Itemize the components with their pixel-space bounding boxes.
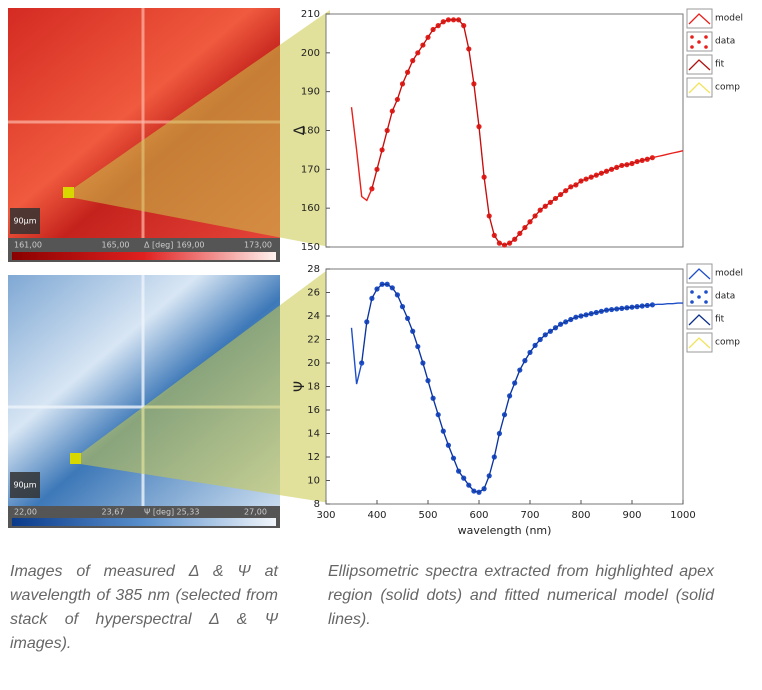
y-tick-label: 160	[301, 203, 320, 214]
legend-line	[688, 268, 711, 280]
legend-label: data	[715, 292, 735, 302]
colorbar-label: 169,00	[177, 241, 205, 250]
legend-label: comp	[715, 83, 740, 93]
y-tick-label: 12	[307, 452, 320, 463]
plot-area	[325, 268, 684, 505]
legend-label: model	[715, 14, 743, 24]
colorbar-label: 27,00	[244, 508, 267, 517]
x-tick-label: 500	[418, 510, 437, 521]
legend-item: model	[686, 8, 743, 29]
legend-dot	[704, 35, 708, 39]
legend-label: model	[715, 269, 743, 279]
legend-dot	[690, 45, 694, 49]
data-point	[649, 155, 656, 161]
scale-bar-label: 90µm	[13, 481, 36, 490]
y-tick-label: 18	[307, 382, 320, 393]
legend-line	[688, 337, 711, 349]
x-tick-label: 400	[367, 510, 386, 521]
y-tick-label: 180	[301, 126, 320, 137]
colorbar-label: 173,00	[244, 241, 272, 250]
figure: 90µm 161,00 165,00 Δ [deg] 169,00 173,00 90µm 2…	[8, 8, 743, 537]
highlight-wedge	[80, 268, 330, 503]
highlight-wedge	[74, 10, 330, 247]
x-tick-label: 900	[622, 510, 641, 521]
caption: Images of measured Δ & Ψ at wavelength o…	[10, 563, 278, 652]
y-tick-label: 210	[301, 9, 320, 20]
fit-line	[371, 19, 653, 246]
y-tick-label: 28	[307, 264, 320, 275]
y-tick-label: 14	[307, 429, 320, 440]
colorbar-label: Ψ [deg]	[144, 508, 174, 517]
y-tick-label: 200	[301, 48, 320, 59]
colorbar-label: 161,00	[14, 241, 42, 250]
legend-dot	[690, 290, 694, 294]
legend-line	[688, 314, 711, 326]
legend-swatch	[686, 8, 713, 29]
x-axis-label: wavelength (nm)	[458, 524, 552, 537]
y-tick-label: 24	[307, 311, 320, 322]
x-tick-label: 800	[571, 510, 590, 521]
apex-marker	[70, 453, 81, 464]
x-tick-label: 1000	[670, 510, 695, 521]
legend-item: comp	[686, 332, 740, 353]
y-tick-label: 190	[301, 87, 320, 98]
y-tick-label: 170	[301, 164, 320, 175]
x-tick-label: 300	[316, 510, 335, 521]
legend-item: data	[686, 31, 735, 52]
legend-label: fit	[715, 315, 725, 325]
legend-label: comp	[715, 338, 740, 348]
y-axis-label: Ψ	[292, 381, 308, 392]
colorbar-label: 23,67	[102, 508, 125, 517]
x-tick-label: 700	[520, 510, 539, 521]
legend-dot	[704, 300, 708, 304]
plot-area	[325, 13, 684, 248]
y-axis-label: Δ	[292, 125, 308, 135]
legend-item: model	[686, 263, 743, 284]
scale-bar-label: 90µm	[13, 217, 36, 226]
legend-item: fit	[686, 309, 725, 330]
legend-item: data	[686, 286, 735, 307]
legend-line	[688, 13, 711, 25]
legend-item: fit	[686, 54, 725, 75]
legend-swatch	[686, 54, 713, 75]
legend-dot	[704, 45, 708, 49]
colorbar-label: 22,00	[14, 508, 37, 517]
legend-swatch	[686, 77, 713, 98]
y-tick-label: 16	[307, 405, 320, 416]
y-tick-label: 26	[307, 288, 320, 299]
y-tick-label: 20	[307, 358, 320, 369]
legend-dot	[690, 300, 694, 304]
legend-line	[688, 59, 711, 71]
y-tick-label: 10	[307, 476, 320, 487]
apex-marker	[63, 187, 74, 198]
legend-swatch	[686, 309, 713, 330]
legend-swatch	[686, 332, 713, 353]
legend-dot	[697, 295, 701, 299]
x-tick-label: 600	[469, 510, 488, 521]
y-tick-label: 150	[301, 242, 320, 253]
legend-label: data	[715, 37, 735, 47]
y-tick-label: 8	[314, 499, 320, 510]
colorbar-label: 25,33	[177, 508, 200, 517]
legend-dot	[704, 290, 708, 294]
legend-dot	[690, 35, 694, 39]
legend-swatch	[686, 263, 713, 284]
y-tick-label: 22	[307, 335, 320, 346]
caption: Ellipsometric spectra extracted from hig…	[328, 563, 714, 628]
colorbar-label: Δ [deg]	[144, 241, 173, 250]
colorbar-label: 165,00	[102, 241, 130, 250]
fit-line	[361, 283, 653, 493]
legend-label: fit	[715, 60, 725, 70]
legend-item: comp	[686, 77, 740, 98]
legend-dot	[697, 40, 701, 44]
legend-line	[688, 82, 711, 94]
